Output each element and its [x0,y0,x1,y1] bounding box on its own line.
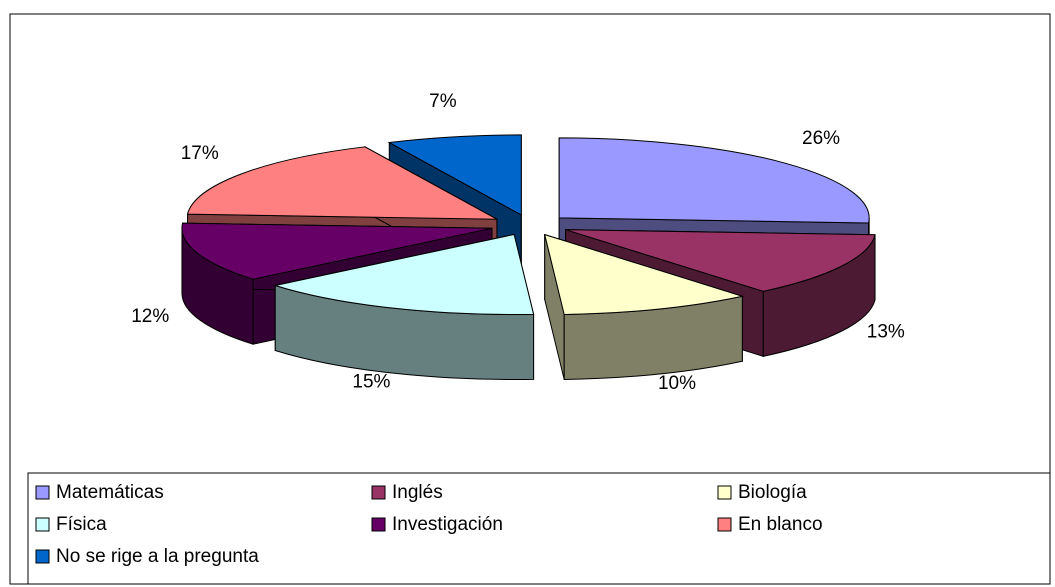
legend-swatch [371,485,386,500]
legend-swatch [371,517,386,532]
legend-box [27,472,1051,585]
legend-swatch [717,485,732,500]
legend-label: Inglés [392,482,443,503]
slice-top [544,233,745,315]
slice-top [558,137,870,224]
slice-top [565,229,876,292]
slice-top [273,233,535,315]
legend-swatch [35,485,50,500]
data-label: 17% [181,143,219,164]
slice-top [387,134,522,216]
legend-swatch [717,517,732,532]
slice [544,233,745,380]
legend-label: Física [56,514,107,535]
legend-label: Biología [738,482,807,503]
legend-swatch [35,549,50,564]
legend-label: Matemáticas [56,482,164,503]
slice [273,233,535,380]
slice-top [181,222,493,280]
legend-label: En blanco [738,514,823,535]
legend-swatch [35,517,50,532]
data-label: 15% [352,372,390,393]
legend-label: Investigación [392,514,503,535]
data-label: 13% [867,322,905,343]
data-label: 26% [802,128,840,149]
slice-top [186,146,498,220]
legend-label: No se rige a la pregunta [56,546,259,567]
data-label: 7% [429,91,457,112]
data-label: 12% [131,306,169,327]
data-label: 10% [658,373,696,394]
